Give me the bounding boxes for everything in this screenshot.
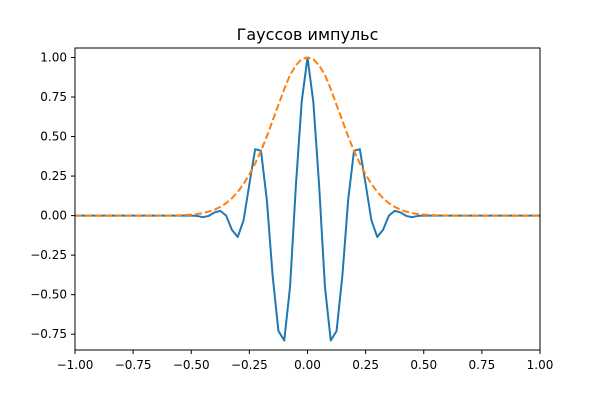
y-tick-label: 0.50 (40, 130, 67, 144)
chart-title: Гауссов импульс (237, 25, 379, 44)
x-tick-label: 0.25 (352, 358, 379, 372)
y-axis: −0.75 −0.50 −0.25 0.00 0.25 0.50 0.75 1.00 (30, 50, 75, 341)
x-tick-label: 0.00 (294, 358, 321, 372)
series-line-2 (75, 56, 540, 217)
x-tick-label: −0.25 (231, 358, 268, 372)
y-tick-label: −0.50 (30, 288, 67, 302)
x-tick-label: 0.50 (410, 358, 437, 372)
y-tick-label: 0.00 (40, 209, 67, 223)
x-tick-label: −0.50 (173, 358, 210, 372)
x-tick-label: 1.00 (527, 358, 554, 372)
y-tick-label: 1.00 (40, 50, 67, 64)
plot-content (75, 56, 540, 342)
y-tick-label: 0.75 (40, 90, 67, 104)
y-tick-label: −0.25 (30, 248, 67, 262)
x-tick-label: 0.75 (469, 358, 496, 372)
x-axis: −1.00 −0.75 −0.50 −0.25 0.00 0.25 0.50 0.75 1.00 (57, 350, 554, 372)
y-tick-label: 0.25 (40, 169, 67, 183)
x-tick-label: −1.00 (57, 358, 94, 372)
x-tick-label: −0.75 (115, 358, 152, 372)
y-tick-label: −0.75 (30, 327, 67, 341)
